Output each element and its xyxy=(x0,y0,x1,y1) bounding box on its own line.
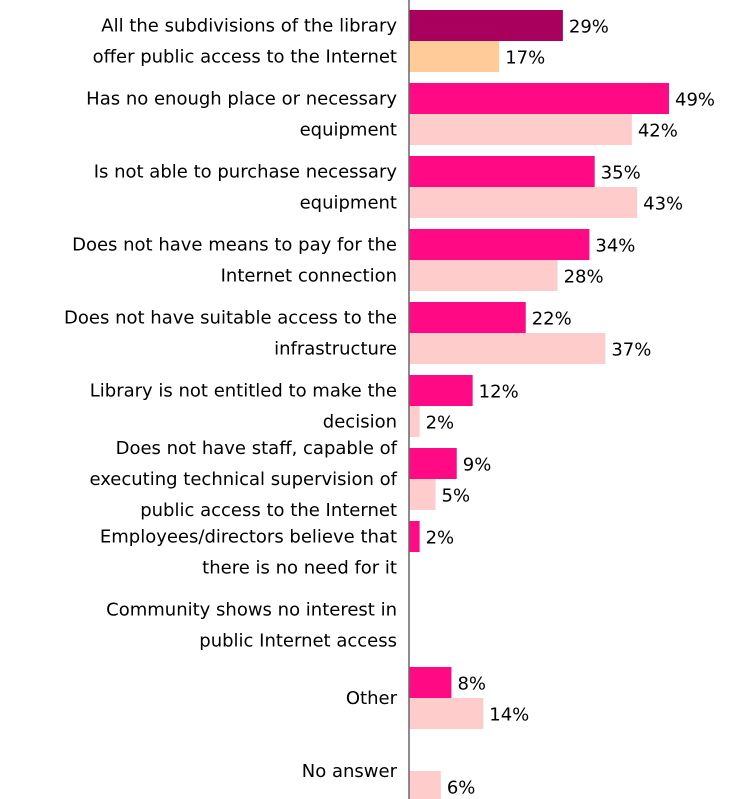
data-label: 43% xyxy=(643,194,683,215)
category-label-line: offer public access to the Internet xyxy=(93,47,397,68)
data-label: 37% xyxy=(611,340,651,361)
category-label-line: Is not able to purchase necessary xyxy=(94,162,398,183)
data-label: 17% xyxy=(505,48,545,69)
bar xyxy=(409,156,595,187)
category-label: Other xyxy=(346,688,398,709)
category-label-line: infrastructure xyxy=(274,339,397,360)
data-label: 2% xyxy=(426,528,455,549)
category-label: Does not have means to pay for the Intern… xyxy=(72,235,397,287)
category-label-line: No answer xyxy=(302,761,398,782)
category-label-line: Does not have staff, capable of xyxy=(116,438,398,459)
category-label-line: Other xyxy=(346,688,398,709)
data-label: 14% xyxy=(489,705,529,726)
bar xyxy=(409,10,563,41)
data-label: 42% xyxy=(638,121,678,142)
category-label-line: All the subdivisions of the library xyxy=(101,16,397,37)
bar xyxy=(409,260,558,291)
category-label: Community shows no interest in public Int… xyxy=(106,600,397,652)
bar xyxy=(409,521,420,552)
bar xyxy=(409,333,606,364)
bar xyxy=(409,406,420,437)
category-label-line: Library is not entitled to make the xyxy=(90,381,397,402)
category-label-line: Employees/directors believe that xyxy=(100,527,397,548)
value-labels: 29% 17% 49% 42% 35%43% 34% 28% 22% 37% 12% 2% 9% 5% 2… xyxy=(426,17,715,799)
data-label: 9% xyxy=(463,455,492,476)
bar xyxy=(409,302,526,333)
data-label: 29% xyxy=(569,17,609,38)
bar xyxy=(409,698,484,729)
category-labels: All the subdivisions of the library offer… xyxy=(64,16,398,783)
bar xyxy=(409,41,500,72)
category-label: All the subdivisions of the library offer… xyxy=(93,16,398,68)
category-label: Employees/directors believe that there is… xyxy=(100,527,397,579)
category-label-line: equipment xyxy=(300,193,397,214)
bar xyxy=(409,83,669,114)
category-label: Does not have staff, capable of executing… xyxy=(89,438,397,521)
data-label: 22% xyxy=(532,309,572,330)
data-label: 8% xyxy=(457,674,486,695)
category-label-line: there is no need for it xyxy=(202,558,397,579)
bar xyxy=(409,114,632,145)
category-label: No answer xyxy=(302,761,398,782)
bar xyxy=(409,448,457,479)
data-label: 34% xyxy=(595,236,635,257)
bar xyxy=(409,187,638,218)
category-label: Library is not entitled to make the decis… xyxy=(90,381,397,433)
data-label: 49% xyxy=(675,90,715,111)
data-label: 2% xyxy=(426,413,455,434)
category-label-line: equipment xyxy=(300,120,397,141)
data-label: 5% xyxy=(442,486,471,507)
category-label-line: decision xyxy=(323,412,397,433)
category-label-line: Internet connection xyxy=(221,266,397,287)
category-label: Is not able to purchase necessary equipme… xyxy=(94,162,398,214)
category-label-line: Has no enough place or necessary xyxy=(86,89,397,110)
category-label: Does not have suitable access to the infr… xyxy=(64,308,397,360)
category-label-line: public Internet access xyxy=(199,631,397,652)
data-label: 12% xyxy=(479,382,519,403)
bar xyxy=(409,229,590,260)
category-label-line: executing technical supervision of xyxy=(89,469,397,490)
data-label: 35% xyxy=(601,163,641,184)
bar xyxy=(409,479,436,510)
category-label-line: public access to the Internet xyxy=(140,500,397,521)
bar xyxy=(409,375,473,406)
bars xyxy=(409,10,669,799)
category-label: Has no enough place or necessary equipmen… xyxy=(86,89,397,141)
bar xyxy=(409,771,441,799)
bar xyxy=(409,667,452,698)
category-label-line: Does not have suitable access to the xyxy=(64,308,397,329)
data-label: 28% xyxy=(564,267,604,288)
category-label-line: Community shows no interest in xyxy=(106,600,397,621)
category-label-line: Does not have means to pay for the xyxy=(72,235,397,256)
data-label: 6% xyxy=(447,778,476,799)
